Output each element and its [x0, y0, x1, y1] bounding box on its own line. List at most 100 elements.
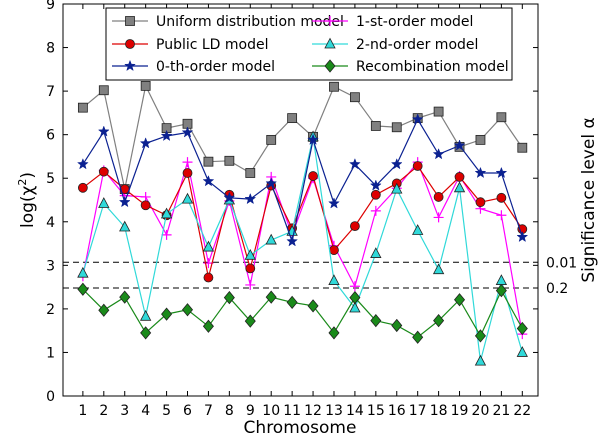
right-axis-label: Significance level α — [579, 117, 599, 282]
x-tick-label: 12 — [304, 403, 322, 419]
data-point — [161, 307, 173, 321]
data-point — [350, 92, 360, 103]
data-point — [77, 182, 88, 193]
data-point — [140, 191, 151, 202]
plot-frame — [62, 3, 539, 397]
legend-label: 1-st-order model — [356, 14, 473, 30]
data-point — [244, 248, 256, 260]
series-layer — [76, 80, 529, 366]
data-point — [496, 210, 507, 221]
data-point — [474, 166, 487, 179]
x-tick-label: 7 — [204, 403, 213, 419]
data-point — [349, 290, 361, 305]
series-line — [82, 165, 523, 278]
data-point — [391, 122, 402, 133]
data-point — [370, 189, 381, 200]
series-star — [76, 113, 529, 247]
x-axis-label: Chromosome — [244, 418, 357, 438]
data-point — [76, 158, 89, 170]
x-tick-label: 21 — [492, 403, 510, 419]
data-point — [433, 314, 445, 328]
data-point — [98, 303, 110, 317]
significance-labels: 0.01 0.2 — [546, 255, 577, 297]
data-point — [307, 299, 319, 313]
data-point — [454, 172, 465, 182]
data-point — [286, 295, 298, 309]
data-point — [496, 112, 507, 123]
x-tick-label: 8 — [225, 403, 234, 419]
x-tick-label: 15 — [367, 403, 385, 419]
x-tick-label: 11 — [283, 403, 301, 419]
data-point — [475, 134, 486, 145]
significance-label: 0.01 — [546, 255, 577, 271]
data-point — [119, 290, 131, 304]
y-axis-label: log(χ2) — [16, 172, 38, 228]
legend-frame — [105, 7, 513, 81]
data-point — [516, 321, 528, 336]
x-tick-label: 5 — [162, 403, 171, 419]
data-point — [160, 207, 173, 219]
legend-marker — [125, 16, 135, 26]
data-point — [328, 197, 340, 209]
legend-marker — [325, 16, 335, 26]
data-point — [161, 229, 172, 240]
y-tick-label: 2 — [46, 302, 55, 318]
y-tick-label: 0 — [46, 389, 55, 405]
data-point — [223, 290, 235, 305]
x-tick-label: 3 — [120, 403, 129, 419]
data-point — [432, 148, 445, 160]
data-point — [140, 200, 151, 211]
data-point — [495, 166, 508, 179]
legend-entry: 2-nd-order model — [312, 37, 478, 53]
data-point — [203, 156, 214, 167]
x-tick-label: 10 — [262, 403, 280, 419]
data-point — [516, 346, 528, 357]
data-point — [329, 245, 339, 255]
data-point — [98, 166, 109, 177]
data-point — [350, 221, 360, 232]
data-point — [453, 139, 466, 151]
legend-marker — [125, 39, 135, 49]
x-tick-label: 13 — [325, 403, 343, 419]
data-point — [308, 171, 318, 181]
data-point — [265, 290, 277, 304]
data-point — [98, 197, 110, 208]
x-tick-label: 9 — [246, 403, 255, 419]
legend-label: 2-nd-order model — [356, 37, 478, 53]
data-point — [118, 195, 131, 208]
y-tick-label: 5 — [46, 171, 55, 187]
legend-label: 0-th-order model — [156, 59, 275, 75]
data-point — [329, 81, 339, 92]
data-point — [412, 330, 424, 344]
series-line — [82, 118, 523, 244]
x-tick-label: 6 — [183, 403, 192, 419]
significance-label: 0.2 — [546, 281, 568, 297]
data-point — [139, 309, 152, 321]
data-point — [140, 326, 152, 340]
data-point — [244, 314, 256, 328]
data-point — [391, 318, 403, 333]
data-point — [412, 224, 424, 235]
legend-marker — [324, 37, 336, 49]
data-point — [433, 106, 444, 117]
data-point — [349, 301, 361, 313]
data-point — [328, 274, 340, 285]
data-point — [77, 266, 89, 278]
series-line — [82, 160, 523, 335]
data-point — [224, 155, 235, 166]
y-axis-label-sup: 2 — [16, 179, 29, 186]
series-line — [82, 84, 523, 190]
x-tick-label: 16 — [388, 403, 406, 419]
y-tick-label: 8 — [46, 41, 55, 57]
data-point — [97, 125, 110, 137]
data-point — [181, 192, 194, 204]
x-axis: 1 2 3 4 5 6 7 8 9 10 11 12 13 14 15 16 17 18 19 20 21 22 — [78, 4, 531, 419]
legend-entry: Uniform distribution model — [112, 14, 344, 30]
data-point — [453, 181, 466, 193]
x-tick-label: 18 — [430, 403, 448, 419]
x-tick-label: 2 — [99, 403, 108, 419]
data-point — [266, 134, 277, 145]
legend-marker — [324, 59, 336, 73]
legend-entry: Public LD model — [112, 37, 269, 53]
